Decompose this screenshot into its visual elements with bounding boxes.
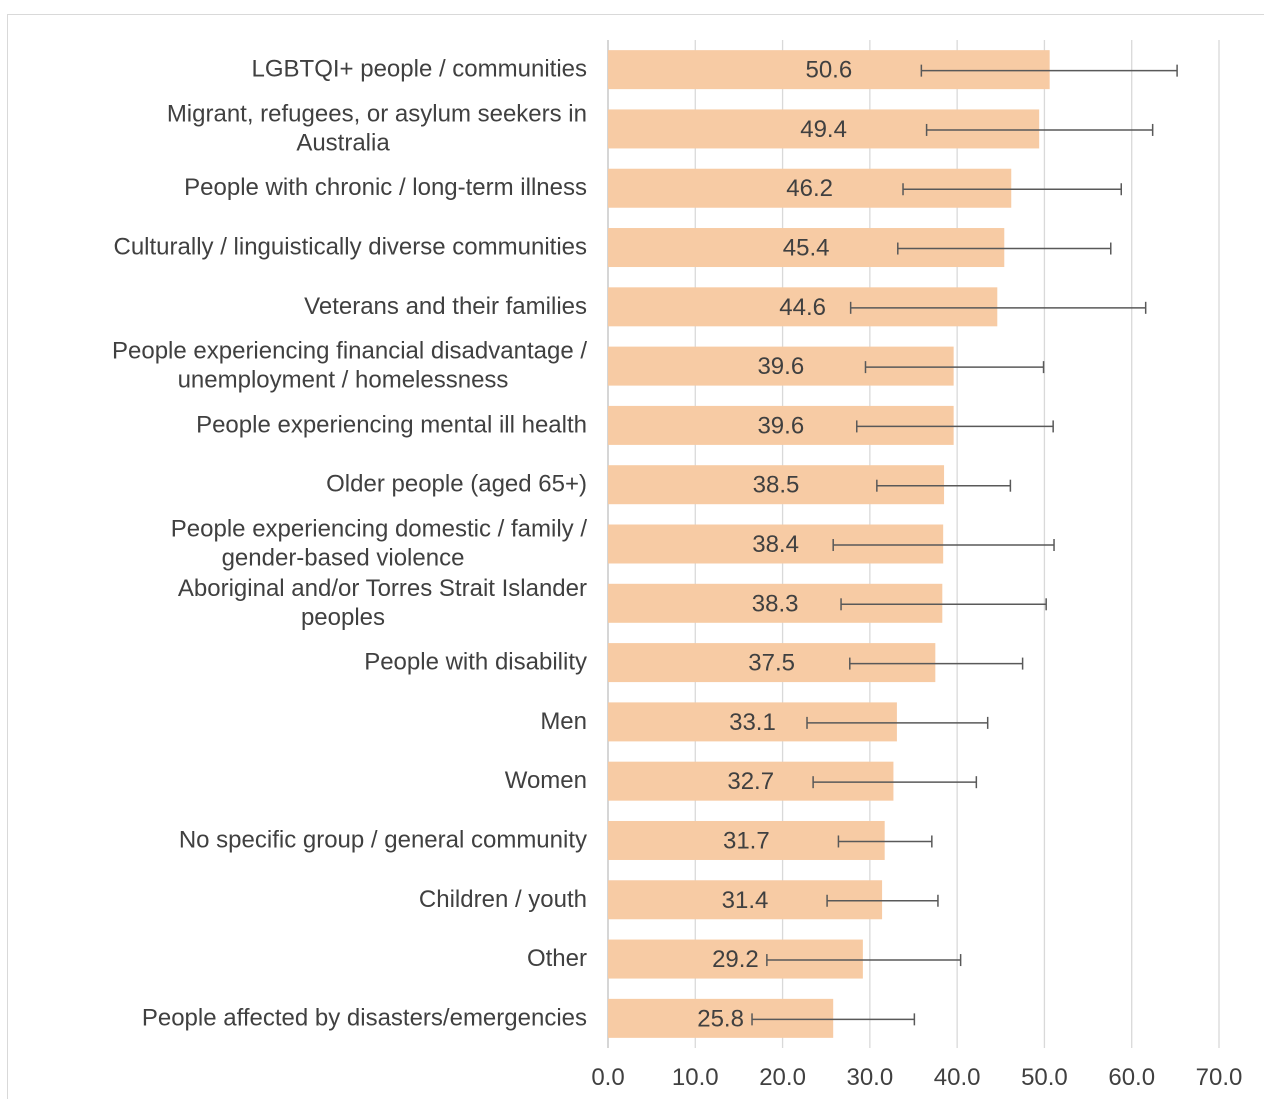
category-label: Men: [540, 708, 587, 735]
bar: [608, 465, 945, 505]
bar: [608, 228, 1005, 268]
category-label: LGBTQI+ people / communities: [252, 56, 587, 83]
category-label: peoples: [301, 604, 385, 631]
x-tick-label: 60.0: [1108, 1064, 1155, 1091]
bar-value-label: 33.1: [729, 709, 776, 736]
category-label: Aboriginal and/or Torres Strait Islander: [178, 575, 587, 602]
bar: [608, 939, 863, 979]
category-label: Older people (aged 65+): [326, 471, 587, 498]
bar-value-label: 29.2: [712, 946, 759, 973]
category-label: Children / youth: [419, 886, 587, 913]
category-label: Women: [505, 767, 587, 794]
category-label: gender-based violence: [222, 545, 465, 572]
bar-value-label: 25.8: [697, 1005, 744, 1032]
x-tick-label: 10.0: [672, 1064, 719, 1091]
chart-frame: [7, 14, 1264, 1099]
category-label: People experiencing domestic / family /: [171, 516, 588, 543]
x-tick-label: 0.0: [591, 1064, 624, 1091]
bar-value-label: 39.6: [757, 412, 804, 439]
bar-value-label: 38.5: [753, 472, 800, 499]
bar-value-label: 50.6: [805, 57, 852, 84]
x-tick-label: 40.0: [934, 1064, 981, 1091]
bar-value-label: 45.4: [783, 235, 830, 262]
bar: [608, 880, 883, 920]
bar-value-label: 32.7: [727, 768, 774, 795]
category-label: People affected by disasters/emergencies: [142, 1004, 587, 1031]
bar: [608, 109, 1040, 149]
category-labels: LGBTQI+ people / communities Migrant, ref…: [112, 56, 587, 1032]
bar: [608, 50, 1050, 90]
bar: [608, 346, 954, 386]
bar-value-label: 49.4: [800, 116, 847, 143]
bar: [608, 583, 943, 623]
bar: [608, 998, 834, 1038]
category-label: Veterans and their families: [304, 293, 587, 320]
bar-value-label: 44.6: [779, 294, 826, 321]
category-label: Other: [527, 945, 587, 972]
bar: [608, 761, 894, 801]
x-tick-label: 20.0: [759, 1064, 806, 1091]
bar-value-label: 46.2: [786, 175, 833, 202]
error-bars: [751, 64, 1178, 1026]
bar-value-label: 38.4: [752, 531, 799, 558]
category-label: Culturally / linguistically diverse comm…: [114, 234, 588, 261]
category-label: Australia: [296, 129, 390, 156]
x-tick-label: 70.0: [1196, 1064, 1243, 1091]
x-tick-label: 50.0: [1021, 1064, 1068, 1091]
category-label: People experiencing financial disadvanta…: [112, 338, 587, 365]
value-labels: 50.6 49.4 46.2 45.4 44.6 39.6 39.6 38.5 38.4 38.3…: [697, 57, 852, 1033]
category-label: People with chronic / long-term illness: [184, 174, 587, 201]
category-label: unemployment / homelessness: [178, 367, 509, 394]
x-axis-ticks: 0.0 10.0 20.0 30.0 40.0 50.0 60.0 70.0: [591, 1064, 1242, 1091]
bar: [608, 702, 897, 742]
category-label: No specific group / general community: [179, 826, 587, 853]
bar-value-label: 37.5: [748, 650, 795, 677]
x-tick-label: 30.0: [846, 1064, 893, 1091]
bars: [608, 50, 1050, 1038]
bar-value-label: 38.3: [752, 590, 799, 617]
category-label: People experiencing mental ill health: [196, 411, 587, 438]
bar: [608, 287, 998, 327]
bar-value-label: 31.7: [723, 827, 770, 854]
bar-value-label: 31.4: [722, 887, 769, 914]
bar: [608, 168, 1012, 208]
bar: [608, 405, 954, 445]
category-label: People with disability: [364, 649, 587, 676]
bar: [608, 524, 944, 564]
bar-value-label: 39.6: [757, 353, 804, 380]
bar: [608, 643, 936, 683]
category-label: Migrant, refugees, or asylum seekers in: [167, 100, 587, 127]
